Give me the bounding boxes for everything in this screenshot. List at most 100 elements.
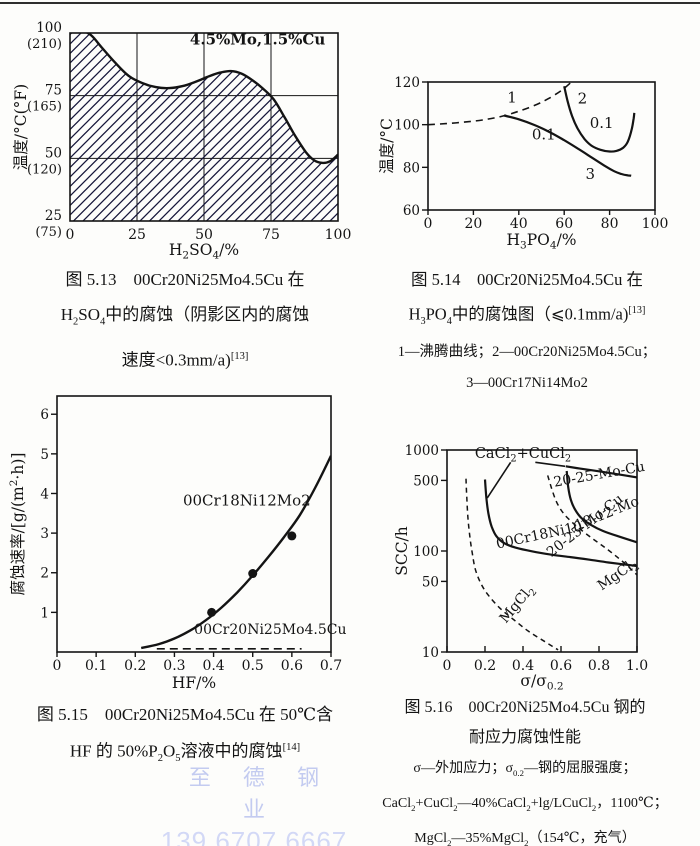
y-tick-label: 6 xyxy=(40,407,49,423)
y-tick-label: 120 xyxy=(394,75,420,91)
caption-line: 图 5.15 00Cr20Ni25Mo4.5Cu 在 50℃含 xyxy=(36,705,334,724)
series-1-boiling-curve xyxy=(428,82,572,126)
caption-line: MgCl2—35%MgCl2（154℃，充气） xyxy=(414,829,636,846)
x-tick-label: 40 xyxy=(510,216,528,232)
x-tick-label: 0.8 xyxy=(588,658,610,674)
series-2-00Cr20Ni25Mo4.5Cu xyxy=(563,86,636,153)
page-top-rule xyxy=(0,2,700,4)
h3po4-corrosion-chart-plot-area xyxy=(428,82,636,177)
x-tick-label: 50 xyxy=(195,227,213,243)
series-corrosion-boundary xyxy=(85,33,338,165)
plot-box xyxy=(69,32,339,222)
hf-corrosion-chart-plot-area xyxy=(140,455,331,650)
y-tick-label: 100 xyxy=(394,118,420,134)
series-20-25-Mo-Cu-CaCl2+CuCl2 xyxy=(565,465,637,479)
series-MgCl2-lower xyxy=(465,478,559,651)
x-tick-label: 0 xyxy=(66,227,75,243)
caption-line: CaCl2+CuCl2—40%CaCl2+lg/LCuCl2，1100℃； xyxy=(382,794,668,813)
chart-annotation: 4.5%Mo,1.5%Cu xyxy=(190,30,325,48)
chart-annotation: 00Cr20Ni25Mo4.5Cu xyxy=(194,622,346,638)
y-tick-label: (120) xyxy=(27,162,62,177)
caption-line: σ—外加应力；σ0.2—钢的屈服强度； xyxy=(413,760,637,778)
y-tick-label: 4 xyxy=(40,486,49,502)
h2so4-corrosion-chart: 0 25 50 75 100100(210)75(165)50(120)25(75)H2… xyxy=(12,20,351,262)
x-tick-label: 25 xyxy=(128,227,146,243)
x-axis-label: H3PO4/% xyxy=(506,231,576,252)
x-tick-label: 100 xyxy=(325,227,352,243)
figure-5-16-caption: 图 5.16 00Cr20Ni25Mo4.5Cu 钢的 耐应力腐蚀性能 σ—外加应力… xyxy=(352,693,698,846)
figure-5-13-caption: 图 5.13 00Cr20Ni25Mo4.5Cu 在 H2SO4中的腐蚀（阴影区内… xyxy=(18,262,352,378)
y-tick-label: (75) xyxy=(35,225,62,240)
chart-annotation: 1 xyxy=(507,88,517,106)
x-tick-label: 0.4 xyxy=(512,658,534,674)
caption-line: 1—沸腾曲线；2—00Cr20Ni25Mo4.5Cu； xyxy=(397,343,657,360)
caption-line: 耐应力腐蚀性能 xyxy=(468,729,581,746)
leader-line xyxy=(535,461,566,468)
figure-5-15-caption: 图 5.15 00Cr20Ni25Mo4.5Cu 在 50℃含 HF 的 50%P… xyxy=(14,698,356,775)
x-tick-label: 0.5 xyxy=(242,658,264,674)
x-tick-label: 0.4 xyxy=(202,658,224,674)
plot-box xyxy=(56,395,332,653)
caption-line: 图 5.14 00Cr20Ni25Mo4.5Cu 在 xyxy=(411,270,643,289)
x-tick-label: 0 xyxy=(443,658,452,674)
x-tick-label: 100 xyxy=(642,216,669,232)
h2so4-corrosion-chart-plot-area xyxy=(70,33,338,221)
x-tick-label: 0 xyxy=(424,216,433,232)
data-point xyxy=(207,607,217,617)
x-tick-label: 80 xyxy=(601,216,619,232)
y-tick-label: 25 xyxy=(45,208,62,224)
y-tick-label: 1000 xyxy=(405,443,439,459)
x-tick-label: 75 xyxy=(262,227,280,243)
x-tick-label: 0.1 xyxy=(85,658,107,674)
series-00Cr18Ni10-CaCl2+CuCl2 xyxy=(483,479,637,568)
figure-5-14-caption: 图 5.14 00Cr20Ni25Mo4.5Cu 在 H3PO4中的腐蚀图（⩽0.… xyxy=(356,264,698,399)
plot-box xyxy=(427,81,656,211)
y-tick-label: 100 xyxy=(36,20,62,36)
y-tick-label: (210) xyxy=(27,37,62,52)
y-tick-label: (165) xyxy=(27,100,62,115)
data-point xyxy=(248,569,258,579)
x-axis-label: σ/σ0.2 xyxy=(520,672,563,693)
y-tick-label: 80 xyxy=(403,160,420,176)
scc-chart: 0 0.2 0.4 0.6 0.8 1.0 10 50 100 500 1000 σ/σ0.2 SCC/… xyxy=(393,443,648,693)
x-tick-label: 0.6 xyxy=(281,658,303,674)
x-tick-label: 0.3 xyxy=(163,658,185,674)
x-tick-label: 0.6 xyxy=(550,658,572,674)
y-tick-label: 75 xyxy=(45,83,62,99)
chart-annotation: 3 xyxy=(586,165,596,183)
chart-annotation: 00Cr18Ni12Mo2 xyxy=(183,491,311,509)
caption-line: 图 5.16 00Cr20Ni25Mo4.5Cu 钢的 xyxy=(404,699,646,716)
data-point xyxy=(287,531,297,541)
series-18-12-Mo xyxy=(565,470,637,544)
y-tick-label: 2 xyxy=(40,566,49,582)
y-tick-label: 500 xyxy=(413,473,439,489)
leader-line xyxy=(486,461,512,499)
series-20-25-Mo-Cu-MgCl2 xyxy=(546,475,637,576)
y-axis-label: 温度/°C(°F) xyxy=(12,84,30,170)
caption-line: H2SO4中的腐蚀（阴影区内的腐蚀 xyxy=(60,305,310,328)
x-tick-label: 20 xyxy=(464,216,482,232)
x-tick-label: 0.2 xyxy=(474,658,496,674)
x-tick-label: 0.2 xyxy=(124,658,146,674)
x-tick-label: 0 xyxy=(53,658,62,674)
chart-annotation: 0.1 xyxy=(590,114,614,132)
y-tick-label: 10 xyxy=(422,645,439,661)
caption-line: 速度<0.3mm/a)[13] xyxy=(121,351,249,371)
y-tick-label: 1 xyxy=(40,605,49,621)
y-tick-label: 100 xyxy=(413,544,439,560)
chart-annotation: 0.1 xyxy=(532,126,556,144)
x-tick-label: 0.7 xyxy=(320,658,342,674)
chart-annotation: MgCl2 xyxy=(497,582,540,628)
y-axis-label: 腐蚀速率/[g/(m2·h)] xyxy=(8,453,27,596)
x-axis-label: H2SO4/% xyxy=(169,241,239,262)
caption-line: HF 的 50%P2O5溶液中的腐蚀[14] xyxy=(69,741,301,765)
chart-annotation: CaCl2+CuCl2 xyxy=(475,446,571,465)
y-axis-label: 温度/°C xyxy=(378,118,396,174)
x-tick-label: 60 xyxy=(555,216,573,232)
hf-corrosion-chart: 0 0.1 0.2 0.3 0.4 0.5 0.6 0.7 1 2 3 4 5 6 HF/% 腐蚀速率/[g/… xyxy=(8,395,347,692)
y-axis-label: SCC/h xyxy=(393,526,411,576)
caption-line: 3—00Cr17Ni14Mo2 xyxy=(466,374,588,391)
